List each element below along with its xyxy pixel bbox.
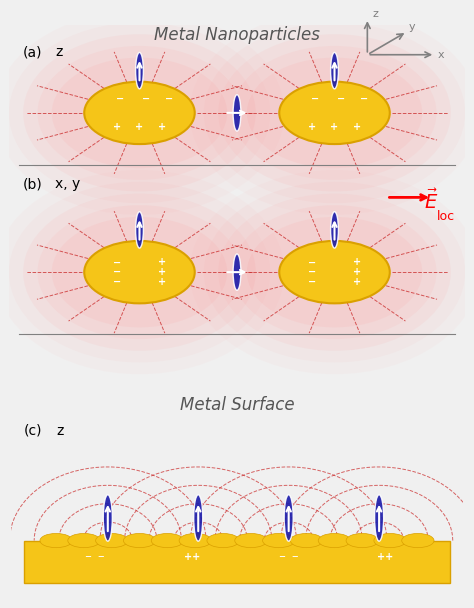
Ellipse shape xyxy=(23,34,256,192)
Ellipse shape xyxy=(247,217,422,327)
Ellipse shape xyxy=(279,81,390,144)
Text: −: − xyxy=(309,257,317,268)
Text: (c): (c) xyxy=(24,424,42,438)
Text: +: + xyxy=(308,122,316,132)
Ellipse shape xyxy=(207,533,239,548)
Ellipse shape xyxy=(204,182,465,362)
Text: +: + xyxy=(157,257,165,268)
Text: −: − xyxy=(113,257,121,268)
Ellipse shape xyxy=(330,52,338,89)
Text: +: + xyxy=(353,257,361,268)
Text: −: − xyxy=(113,267,121,277)
Text: −: − xyxy=(360,94,368,104)
Ellipse shape xyxy=(96,533,128,548)
Text: Metal Nanoparticles: Metal Nanoparticles xyxy=(154,26,320,44)
Text: −  −: − − xyxy=(85,552,105,561)
Ellipse shape xyxy=(233,95,241,131)
Text: +: + xyxy=(157,267,165,277)
Text: +: + xyxy=(353,122,361,132)
Ellipse shape xyxy=(263,533,295,548)
Ellipse shape xyxy=(284,495,293,541)
Ellipse shape xyxy=(103,495,112,541)
Text: (a): (a) xyxy=(22,46,42,60)
Text: z: z xyxy=(56,424,64,438)
Ellipse shape xyxy=(235,533,267,548)
Ellipse shape xyxy=(233,254,241,291)
Text: −: − xyxy=(337,94,345,104)
Ellipse shape xyxy=(23,193,256,351)
Text: ++: ++ xyxy=(183,551,200,562)
Text: +: + xyxy=(353,267,361,277)
Text: x, y: x, y xyxy=(55,178,80,192)
FancyBboxPatch shape xyxy=(24,541,450,582)
Ellipse shape xyxy=(346,533,378,548)
Ellipse shape xyxy=(232,205,437,339)
Ellipse shape xyxy=(123,533,156,548)
Ellipse shape xyxy=(218,193,451,351)
Ellipse shape xyxy=(52,217,227,327)
Text: −: − xyxy=(309,277,317,287)
Text: +: + xyxy=(158,122,166,132)
Text: y: y xyxy=(409,22,416,32)
Ellipse shape xyxy=(374,495,383,541)
Text: +: + xyxy=(353,277,361,287)
Text: +: + xyxy=(157,277,165,287)
Ellipse shape xyxy=(37,205,242,339)
Text: loc: loc xyxy=(437,210,455,223)
Text: −: − xyxy=(309,267,317,277)
Text: −: − xyxy=(311,94,319,104)
Text: +: + xyxy=(136,122,144,132)
Text: z: z xyxy=(55,46,63,60)
Ellipse shape xyxy=(204,22,465,203)
Text: −: − xyxy=(113,277,121,287)
Ellipse shape xyxy=(291,533,323,548)
Text: z: z xyxy=(373,9,378,19)
Ellipse shape xyxy=(136,52,144,89)
Ellipse shape xyxy=(68,533,100,548)
Ellipse shape xyxy=(40,533,72,548)
Ellipse shape xyxy=(402,533,434,548)
Text: ++: ++ xyxy=(377,551,394,562)
Text: −: − xyxy=(116,94,124,104)
Ellipse shape xyxy=(37,46,242,180)
Ellipse shape xyxy=(279,241,390,303)
Ellipse shape xyxy=(194,495,203,541)
Ellipse shape xyxy=(232,46,437,180)
Ellipse shape xyxy=(374,533,406,548)
Ellipse shape xyxy=(151,533,183,548)
Text: −: − xyxy=(142,94,150,104)
Text: −: − xyxy=(164,94,173,104)
Ellipse shape xyxy=(84,81,195,144)
Ellipse shape xyxy=(52,58,227,168)
Ellipse shape xyxy=(330,212,338,248)
Ellipse shape xyxy=(179,533,211,548)
Text: −  −: − − xyxy=(279,552,299,561)
Ellipse shape xyxy=(9,182,270,362)
Ellipse shape xyxy=(218,34,451,192)
Ellipse shape xyxy=(136,212,144,248)
Text: +: + xyxy=(113,122,121,132)
Ellipse shape xyxy=(247,58,422,168)
Text: x: x xyxy=(437,50,444,60)
Text: +: + xyxy=(330,122,338,132)
Text: (b): (b) xyxy=(22,178,42,192)
Text: Metal Surface: Metal Surface xyxy=(180,396,294,414)
Ellipse shape xyxy=(318,533,351,548)
Ellipse shape xyxy=(84,241,195,303)
Ellipse shape xyxy=(9,22,270,203)
Text: $\vec{E}$: $\vec{E}$ xyxy=(424,188,438,213)
